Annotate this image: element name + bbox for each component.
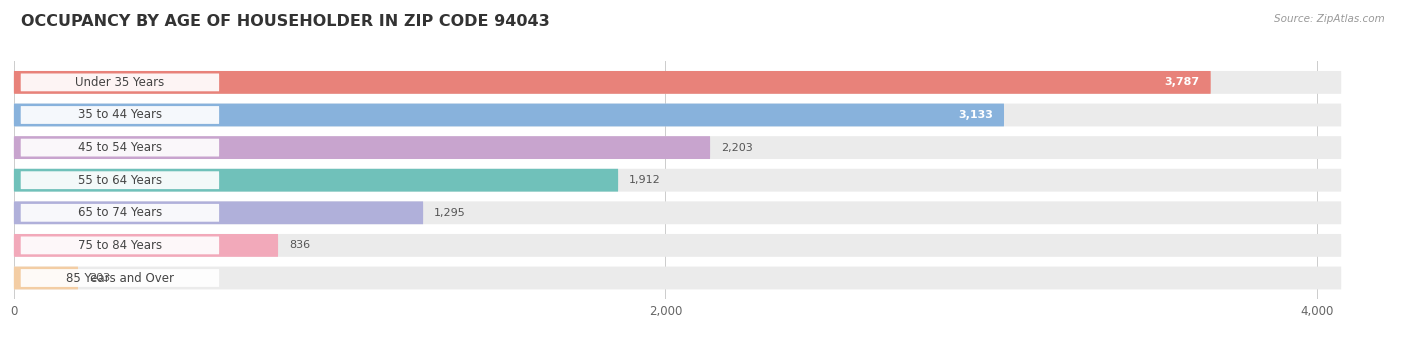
FancyBboxPatch shape [21,106,219,124]
FancyBboxPatch shape [14,71,1211,94]
FancyBboxPatch shape [21,204,219,222]
FancyBboxPatch shape [21,73,219,91]
FancyBboxPatch shape [14,136,710,159]
Text: 3,133: 3,133 [959,110,993,120]
FancyBboxPatch shape [14,234,1341,257]
FancyBboxPatch shape [14,267,77,289]
Text: 45 to 54 Years: 45 to 54 Years [77,141,162,154]
FancyBboxPatch shape [14,71,1341,94]
FancyBboxPatch shape [14,201,423,224]
FancyBboxPatch shape [21,171,219,189]
FancyBboxPatch shape [14,169,1341,192]
FancyBboxPatch shape [14,234,278,257]
Text: OCCUPANCY BY AGE OF HOUSEHOLDER IN ZIP CODE 94043: OCCUPANCY BY AGE OF HOUSEHOLDER IN ZIP C… [21,14,550,29]
Text: 203: 203 [89,273,110,283]
Text: 3,787: 3,787 [1164,78,1199,87]
FancyBboxPatch shape [14,267,1341,289]
FancyBboxPatch shape [21,139,219,156]
FancyBboxPatch shape [14,169,619,192]
Text: 55 to 64 Years: 55 to 64 Years [77,174,162,187]
Text: 75 to 84 Years: 75 to 84 Years [77,239,162,252]
FancyBboxPatch shape [14,104,1004,126]
Text: Source: ZipAtlas.com: Source: ZipAtlas.com [1274,14,1385,23]
Text: 1,912: 1,912 [628,175,661,185]
FancyBboxPatch shape [14,136,1341,159]
FancyBboxPatch shape [14,104,1341,126]
FancyBboxPatch shape [21,237,219,254]
Text: Under 35 Years: Under 35 Years [76,76,165,89]
Text: 65 to 74 Years: 65 to 74 Years [77,206,162,219]
Text: 2,203: 2,203 [721,142,752,153]
FancyBboxPatch shape [21,269,219,287]
Text: 85 Years and Over: 85 Years and Over [66,272,174,285]
Text: 35 to 44 Years: 35 to 44 Years [77,108,162,121]
FancyBboxPatch shape [14,201,1341,224]
Text: 1,295: 1,295 [434,208,465,218]
Text: 836: 836 [290,240,311,250]
